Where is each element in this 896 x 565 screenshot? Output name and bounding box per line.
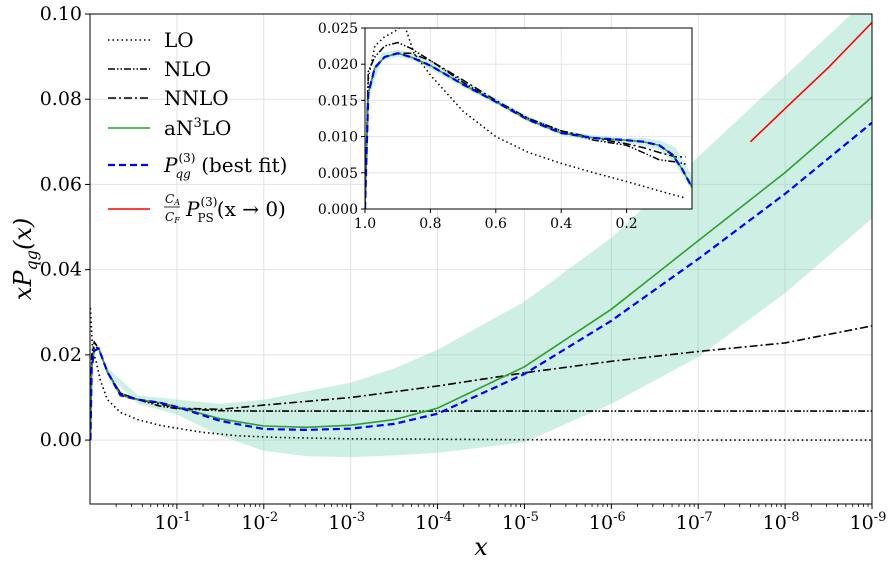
x-tick-label: 10-4 (415, 510, 452, 534)
legend-label-best-fit: P(3) qg (best fit) (163, 151, 287, 181)
inset-y-tick-label: 0.005 (318, 166, 358, 182)
y-axis-title-sub: qg (22, 250, 41, 270)
main-plot-frame (89, 13, 873, 505)
legend-label-nnlo: NNLO (164, 86, 229, 110)
inset-x-tick-label: 0.8 (419, 216, 441, 232)
x-tick-label: 10-7 (676, 510, 713, 534)
y-tick-label: 0.02 (40, 344, 82, 366)
inset-y-tick-label: 0.025 (318, 21, 358, 37)
inset-series-line-nlo (365, 41, 686, 209)
svg-text:CA: CA (165, 192, 180, 207)
x-axis-title: x (474, 533, 488, 561)
x-tick-label: 10-5 (502, 510, 539, 534)
inset-y-tick-label: 0.020 (318, 57, 358, 73)
inset-y-tick-label: 0.000 (318, 202, 358, 218)
inset-x-tick-label: 0.2 (615, 216, 637, 232)
y-axis-title: xPqg(x) (9, 218, 41, 300)
legend-label-ps: CA CF P(3) PS (x → 0) (164, 192, 286, 225)
x-tick-label: 10-2 (241, 510, 278, 534)
legend-label-lo: LO (164, 28, 194, 52)
y-tick-label: 0.08 (40, 88, 82, 110)
x-tick-label: 10-1 (154, 510, 191, 534)
inset-frame (364, 27, 693, 210)
inset-series-line-lo (365, 28, 686, 209)
y-tick-label: 0.06 (40, 173, 82, 195)
inset-series-line-best-fit (365, 52, 692, 209)
inset-chart: 0.000 0.005 0.010 0.015 0.020 0.025 1.0 0.8 0.6 0… (318, 21, 693, 232)
main-ticks: 0.00 0.02 0.04 0.06 0.08 0.10 10-1 10-2 10-3 10-4… (40, 3, 887, 534)
svg-text:P(3)PS(x → 0): P(3) PS (x → 0) (185, 195, 286, 225)
inset-x-tick-label: 0.6 (485, 216, 507, 232)
inset-ticks: 0.000 0.005 0.010 0.015 0.020 0.025 1.0 0.8 0.6 0… (318, 21, 638, 232)
legend-label-nlo: NLO (164, 57, 211, 81)
legend-label-an3lo: aN3LO (164, 116, 231, 140)
inset-y-tick-label: 0.010 (318, 130, 358, 146)
y-tick-label: 0.10 (40, 3, 82, 25)
x-tick-label: 10-8 (763, 510, 800, 534)
inset-x-tick-label: 0.4 (550, 216, 572, 232)
svg-text:CF: CF (165, 210, 180, 225)
series-line-an3lo (90, 96, 872, 441)
inset-series-group (365, 28, 692, 209)
main-series-group (90, 21, 872, 441)
y-tick-label: 0.00 (40, 429, 82, 451)
x-tick-label: 10-3 (328, 510, 365, 534)
band-area (107, 14, 872, 458)
legend: LO NLO NNLO aN3LO P(3) qg (best fit) CA C… (108, 28, 287, 225)
series-line-best-fit (90, 121, 872, 441)
series-line-ps-small-x (749, 21, 872, 143)
inset-y-tick-label: 0.015 (318, 93, 358, 109)
series-line-lo (90, 307, 872, 441)
x-tick-label: 10-6 (589, 510, 626, 534)
y-tick-label: 0.04 (40, 259, 82, 281)
y-axis-title-arg: (x) (9, 218, 37, 250)
svg-text:xPqg(x): xPqg(x) (9, 218, 41, 300)
uncertainty-band (107, 14, 872, 458)
inset-x-tick-label: 1.0 (354, 216, 376, 232)
y-axis-title-main: xP (9, 270, 37, 301)
x-tick-label: 10-9 (850, 510, 887, 534)
